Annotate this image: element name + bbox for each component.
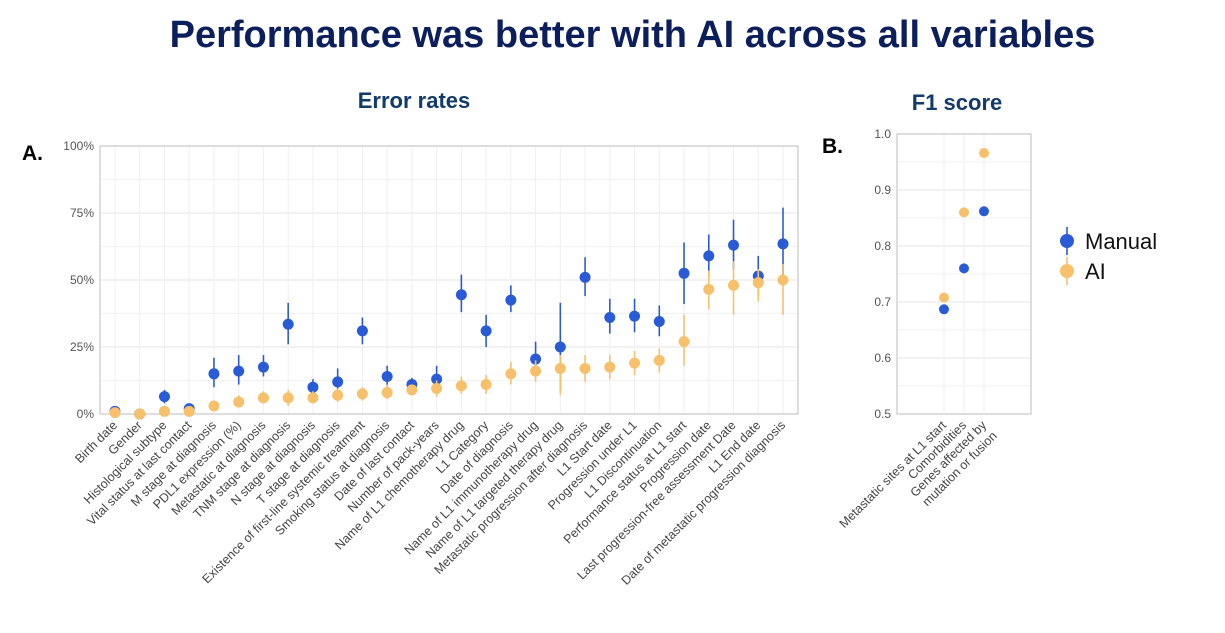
data-point-ai: [307, 392, 319, 404]
data-point-ai: [979, 148, 989, 159]
legend-swatch-manual: [1060, 234, 1074, 248]
panel-a-label: A.: [22, 142, 43, 165]
error-rates-title: Error rates: [358, 88, 471, 113]
data-point-manual: [653, 316, 665, 328]
data-point-manual: [959, 263, 969, 274]
data-point-ai: [332, 389, 344, 401]
error-rates-points: [109, 207, 789, 420]
data-point-ai: [629, 357, 641, 369]
data-point-ai: [282, 392, 294, 404]
data-point-ai: [134, 408, 146, 420]
error-rates-grid: [99, 145, 799, 415]
data-point-manual: [332, 376, 344, 388]
data-point-manual: [233, 365, 245, 377]
data-point-manual: [629, 310, 641, 322]
legend-label-manual: Manual: [1085, 229, 1157, 254]
data-point-manual: [777, 238, 789, 250]
data-point-manual: [158, 391, 170, 403]
data-point-ai: [455, 380, 467, 392]
data-point-ai: [777, 274, 789, 286]
f1-score-points: [939, 148, 989, 315]
data-point-manual: [208, 368, 220, 380]
legend-label-ai: AI: [1085, 259, 1106, 284]
y-tick-label: 0.6: [874, 351, 891, 365]
data-point-ai: [233, 396, 245, 408]
data-point-ai: [158, 405, 170, 417]
y-tick-label: 0.9: [874, 183, 891, 197]
y-tick-label: 0.8: [874, 239, 891, 253]
data-point-ai: [728, 279, 740, 291]
data-point-manual: [530, 353, 542, 365]
error-rates-panel: Error rates A. 0% 25% 50% 75% 100% Birth dat…: [22, 88, 799, 588]
y-tick-label: 0.7: [874, 295, 891, 309]
data-point-manual: [282, 318, 294, 330]
legend: Manual AI: [1060, 227, 1157, 285]
data-point-manual: [505, 294, 517, 306]
f1-score-panel: F1 score B. 0.5 0.6 0.7 0.8 0.9 1.0 Metastati…: [822, 90, 1032, 531]
data-point-manual: [381, 370, 393, 382]
f1-score-title: F1 score: [912, 90, 1003, 115]
data-point-manual: [678, 267, 690, 279]
data-point-ai: [604, 361, 616, 373]
data-point-ai: [678, 336, 690, 348]
f1-score-y-ticks: 0.5 0.6 0.7 0.8 0.9 1.0: [874, 127, 891, 421]
data-point-manual: [455, 289, 467, 301]
data-point-ai: [208, 400, 220, 412]
data-point-ai: [959, 207, 969, 218]
y-tick-label: 100%: [63, 139, 94, 153]
f1-score-grid: [896, 133, 1032, 415]
data-point-ai: [406, 384, 418, 396]
data-point-ai: [431, 383, 443, 395]
data-point-manual: [979, 206, 989, 217]
data-point-ai: [356, 388, 368, 400]
data-point-ai: [381, 387, 393, 399]
y-tick-label: 75%: [70, 206, 94, 220]
y-tick-label: 0.5: [874, 407, 891, 421]
error-rates-y-ticks: 0% 25% 50% 75% 100%: [63, 139, 94, 421]
plot-frame: [896, 133, 1032, 415]
data-point-ai: [183, 405, 195, 417]
data-point-ai: [939, 292, 949, 303]
plot-frame: [99, 145, 799, 415]
data-point-manual: [480, 325, 492, 337]
data-point-manual: [257, 361, 269, 373]
data-point-manual: [356, 325, 368, 337]
data-point-manual: [728, 239, 740, 251]
data-point-ai: [579, 362, 591, 374]
y-tick-label: 0%: [77, 407, 95, 421]
data-point-ai: [554, 362, 566, 374]
data-point-ai: [257, 392, 269, 404]
data-point-manual: [703, 250, 715, 262]
data-point-manual: [579, 271, 591, 283]
data-point-ai: [703, 283, 715, 295]
y-tick-label: 25%: [70, 340, 94, 354]
data-point-manual: [939, 304, 949, 315]
data-point-ai: [530, 365, 542, 377]
data-point-ai: [505, 368, 517, 380]
data-point-manual: [307, 381, 319, 393]
panel-b-label: B.: [822, 135, 843, 158]
data-point-ai: [109, 407, 121, 419]
y-tick-label: 1.0: [874, 127, 891, 141]
y-tick-label: 50%: [70, 273, 94, 287]
data-point-manual: [604, 312, 616, 324]
legend-swatch-ai: [1060, 264, 1074, 278]
data-point-manual: [431, 373, 443, 385]
f1-score-x-labels: Metastatic sites at L1 startComorbiditie…: [837, 418, 1000, 531]
data-point-manual: [554, 341, 566, 353]
data-point-ai: [752, 277, 764, 289]
page-title: Performance was better with AI across al…: [169, 14, 1096, 56]
data-point-ai: [480, 379, 492, 391]
data-point-ai: [653, 354, 665, 366]
